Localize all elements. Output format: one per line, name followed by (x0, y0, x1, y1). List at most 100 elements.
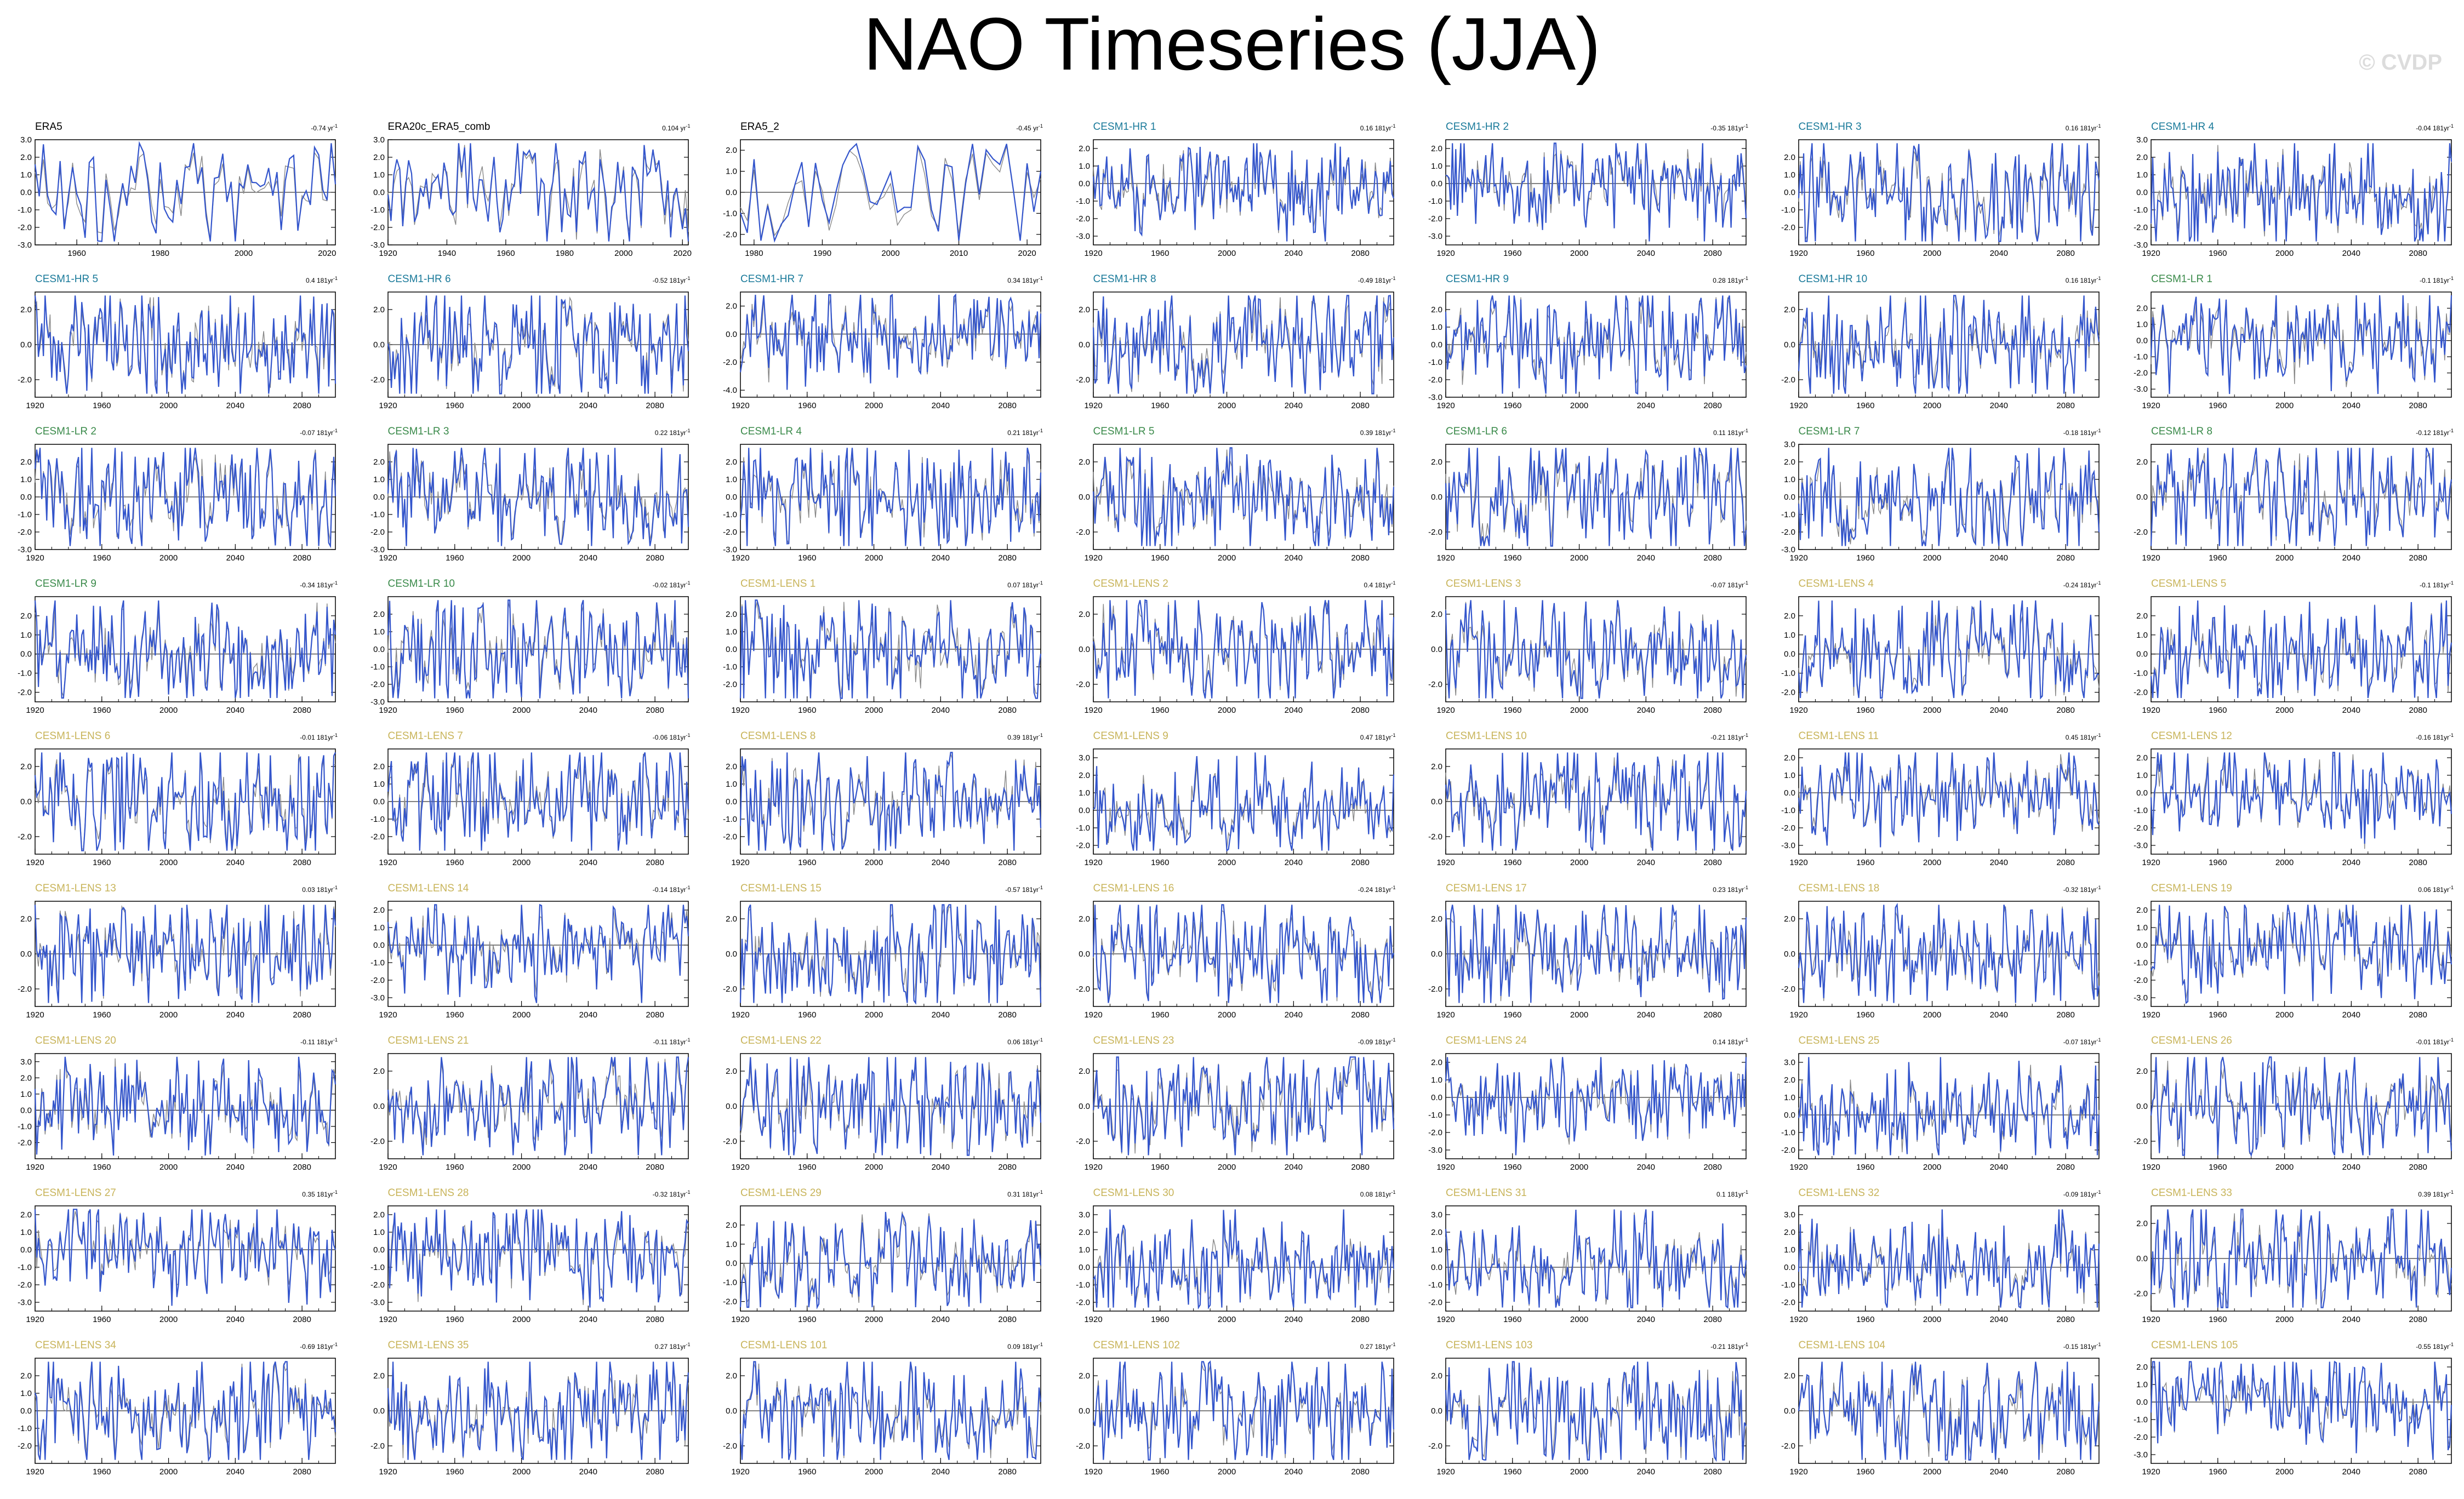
y-tick-label: 2.0 (1784, 457, 1795, 467)
y-tick-label: 1.0 (2136, 631, 2148, 640)
x-tick-label: 1940 (437, 249, 455, 258)
panel-trend-label: 0.104 yr-1 (662, 123, 690, 132)
series-line (34, 600, 336, 699)
y-tick-label: -2.0 (723, 985, 737, 994)
chart-panel: CESM1-HR 9 0.28 181yr-1 2.0 1.0 0.0 -1.0 -2.0 -… (1413, 273, 1752, 414)
x-tick-label: 2000 (1217, 858, 1235, 867)
series-line (1798, 752, 2100, 848)
trend-value: -0.15 181yr (2063, 1343, 2097, 1351)
x-tick-label: 2080 (1351, 706, 1369, 715)
x-tick-label: 2080 (2056, 858, 2074, 867)
y-tick-label: 2.0 (726, 302, 737, 311)
y-tick-label: 1.0 (20, 1389, 32, 1398)
x-tick-label: 2080 (1703, 1163, 1721, 1172)
y-tick-label: 0.0 (726, 330, 737, 339)
chart-panel: CESM1-LENS 10 -0.21 181yr-1 2.0 0.0 -2.0 1920… (1413, 730, 1752, 871)
panel-plot: 2.0 0.0 -2.0 1920 1960 2000 2040 2080 (1428, 596, 1747, 715)
x-tick-label: 2000 (1217, 1010, 1235, 1020)
trend-unit-exponent: -1 (333, 1037, 338, 1043)
x-tick-label: 2000 (614, 249, 632, 258)
trend-unit-exponent: -1 (1391, 1037, 1396, 1043)
panel-trend-label: 0.06 181yr-1 (1007, 1037, 1043, 1046)
x-tick-label: 2000 (159, 858, 178, 867)
x-tick-label: 2080 (293, 553, 311, 563)
trend-unit-exponent: -1 (1391, 580, 1396, 586)
x-tick-label: 2080 (1703, 858, 1721, 867)
y-tick-label: -3.0 (370, 1298, 385, 1307)
panel-trend-label: 0.22 181yr-1 (655, 428, 691, 437)
y-tick-label: 2.0 (1784, 1228, 1795, 1237)
x-tick-label: 2080 (293, 1010, 311, 1020)
y-tick-label: 1.0 (1784, 771, 1795, 780)
panel-trend-label: -0.1 181yr-1 (2420, 276, 2454, 284)
x-tick-label: 1920 (379, 858, 397, 867)
trend-value: 0.03 181yr (302, 886, 333, 894)
trend-unit-exponent: -1 (2096, 1037, 2101, 1043)
x-tick-label: 1920 (1789, 249, 1807, 258)
y-tick-label: 2.0 (1079, 610, 1090, 619)
x-tick-label: 1960 (2209, 553, 2227, 563)
trend-unit-exponent: -1 (1743, 428, 1748, 433)
panel-plot: 2.0 1.0 0.0 -1.0 -2.0 -3.0 1920 1960 2000 2040 208… (2134, 748, 2452, 867)
y-tick-label: -2.0 (1781, 688, 1795, 697)
panel-title: CESM1-LR 2 (35, 426, 96, 437)
series-line-secondary (1092, 1213, 1394, 1306)
panel-plot: 2.0 1.0 0.0 -1.0 -2.0 -3.0 1920 1960 2000 2040 208… (2134, 1358, 2452, 1477)
series-line (1445, 142, 1747, 242)
x-tick-label: 2040 (2342, 858, 2360, 867)
panel-trend-label: 0.47 181yr-1 (1360, 733, 1396, 741)
x-tick-label: 1960 (798, 1010, 816, 1020)
chart-panel: CESM1-LENS 24 0.14 181yr-1 2.0 1.0 0.0 -1.0 -2… (1413, 1035, 1752, 1175)
chart-panel: CESM1-LENS 20 -0.11 181yr-1 3.0 2.0 1.0 0.0 -1… (2, 1035, 341, 1175)
series-line (1092, 1209, 1394, 1310)
trend-unit-exponent: -1 (2096, 428, 2101, 433)
y-tick-label: -2.0 (723, 528, 737, 537)
trend-unit-exponent: -1 (333, 276, 338, 281)
y-tick-label: 2.0 (373, 1067, 385, 1076)
x-tick-label: 2080 (2409, 1315, 2427, 1324)
x-tick-label: 1920 (731, 1467, 749, 1477)
x-tick-label: 2000 (1923, 706, 1941, 715)
panel-plot: 2.0 0.0 -2.0 1920 1960 2000 2040 2080 (723, 1358, 1042, 1477)
panel-trend-label: 0.1 181yr-1 (1716, 1189, 1748, 1198)
series-line (1092, 143, 1394, 242)
x-tick-label: 2080 (1351, 858, 1369, 867)
x-tick-label: 1960 (93, 1010, 111, 1020)
y-tick-label: 0.0 (373, 1245, 385, 1255)
x-tick-label: 1920 (2142, 858, 2160, 867)
y-tick-label: 2.0 (1079, 914, 1090, 924)
chart-panel: CESM1-LENS 18 -0.32 181yr-1 2.0 0.0 -2.0 1920… (1766, 883, 2104, 1023)
x-tick-label: 1920 (379, 553, 397, 563)
y-tick-label: -3.0 (370, 993, 385, 1003)
chart-panel: CESM1-HR 8 -0.49 181yr-1 2.0 0.0 -2.0 1920 196… (1060, 273, 1399, 414)
trend-value: 0.27 181yr (654, 1343, 686, 1351)
y-tick-label: -1.0 (1428, 197, 1442, 206)
y-tick-label: -2.0 (1781, 375, 1795, 385)
y-tick-label: 2.0 (1431, 1371, 1442, 1381)
panel-trend-label: -0.06 181yr-1 (653, 733, 691, 741)
x-tick-label: 2000 (512, 553, 530, 563)
x-tick-label: 2040 (1284, 1010, 1302, 1020)
y-tick-label: 1.0 (2136, 923, 2148, 932)
x-tick-label: 2040 (1989, 1467, 2007, 1477)
y-tick-label: -2.0 (1076, 680, 1090, 689)
x-tick-label: 2040 (2342, 1010, 2360, 1020)
x-tick-label: 1920 (731, 706, 749, 715)
x-tick-label: 2080 (293, 858, 311, 867)
x-tick-label: 1920 (1084, 401, 1102, 410)
trend-value: -0.11 181yr (653, 1038, 686, 1046)
y-tick-label: -1.0 (18, 1122, 32, 1131)
x-tick-label: 1920 (1436, 1010, 1455, 1020)
x-tick-label: 1960 (1856, 1467, 1874, 1477)
trend-value: -0.74 yr (311, 124, 333, 132)
x-tick-label: 2080 (1703, 249, 1721, 258)
y-tick-label: 0.0 (20, 797, 32, 806)
panel-plot: 2.0 1.0 0.0 -1.0 -2.0 -3.0 1920 1960 2000 2040 208… (370, 901, 689, 1020)
panel-trend-label: -0.52 181yr-1 (653, 276, 691, 284)
panel-plot: 2.0 0.0 -2.0 1920 1960 2000 2040 2080 (1781, 291, 2100, 410)
x-tick-label: 1920 (1436, 401, 1455, 410)
trend-value: -0.16 181yr (2416, 734, 2449, 741)
y-tick-label: -2.0 (370, 680, 385, 689)
panel-trend-label: -0.74 yr-1 (311, 123, 338, 132)
trend-value: -0.07 181yr (300, 429, 333, 437)
